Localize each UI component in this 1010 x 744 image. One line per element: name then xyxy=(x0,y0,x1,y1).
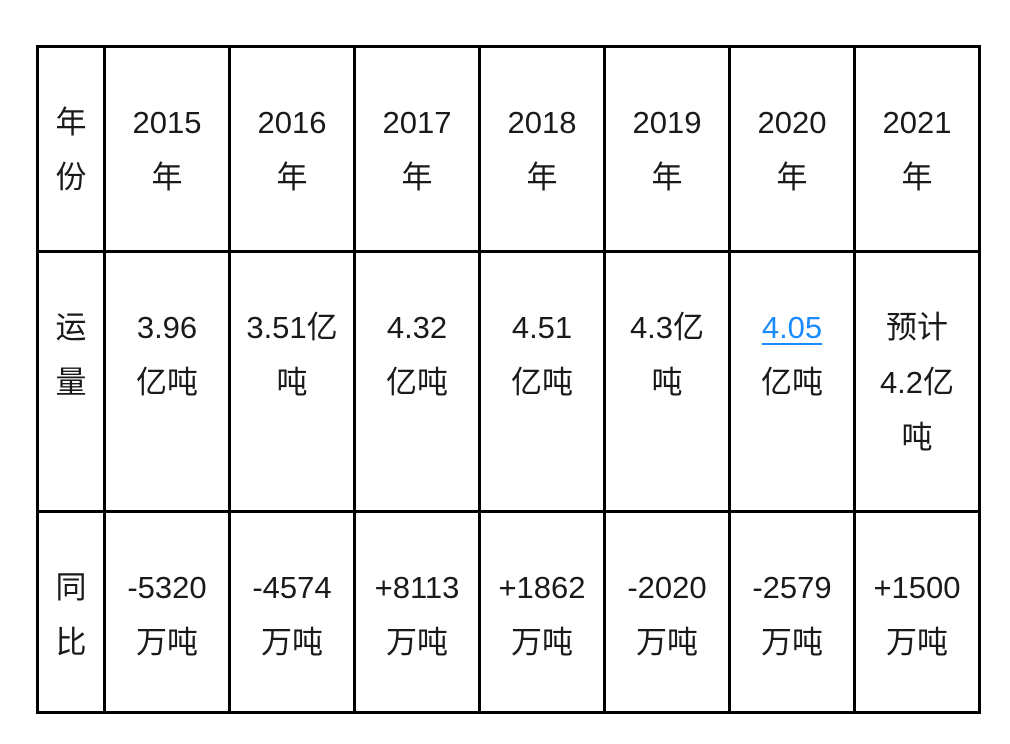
volume-2020-link[interactable]: 4.05 xyxy=(761,310,823,345)
cell-line: 2020 xyxy=(757,105,827,140)
cell-line: 吨 xyxy=(276,365,308,400)
cell-line: 2017 xyxy=(382,105,452,140)
cell-line: 4.05 xyxy=(733,300,851,355)
cell-line: 年 xyxy=(276,160,308,195)
cell-line: 亿吨 xyxy=(386,365,448,400)
cell-line: 2019 xyxy=(632,105,702,140)
freight-data-table: 年份 2015 年 2016 年 2017 年 2018 年 2019 年 2020 年 2021 年运量 3… xyxy=(36,45,981,714)
row-header-yoy: 同比 xyxy=(36,510,106,714)
cell-line: 3.51亿 xyxy=(246,310,338,345)
yoy-cell-2019: -2020 万吨 xyxy=(603,510,731,714)
cell-line: 吨 xyxy=(651,365,683,400)
yoy-cell-2016: -4574 万吨 xyxy=(228,510,356,714)
volume-cell-2019: 4.3亿吨 xyxy=(603,250,731,513)
volume-cell-2015: 3.96 亿吨 xyxy=(103,250,231,513)
row-header-line: 年 xyxy=(55,105,87,140)
cell-line: 亿吨 xyxy=(136,365,198,400)
cell-line: 2018 xyxy=(507,105,577,140)
cell-line: 2016 xyxy=(257,105,327,140)
table-row-yoy: 同比 -5320 万吨 -4574 万吨 +8113 万吨 +1862 万吨 -2020 万吨 -25… xyxy=(36,510,981,714)
cell-line: -2020 xyxy=(627,570,707,605)
cell-line: 年 xyxy=(651,160,683,195)
cell-line: -5320 xyxy=(127,570,207,605)
cell-line: 3.96 xyxy=(136,310,198,345)
cell-line: 年 xyxy=(151,160,183,195)
volume-cell-2017: 4.32 亿吨 xyxy=(353,250,481,513)
cell-line: 亿吨 xyxy=(511,365,573,400)
cell-line: 万吨 xyxy=(886,625,948,660)
row-header-line: 份 xyxy=(55,160,87,195)
volume-cell-2018: 4.51 亿吨 xyxy=(478,250,606,513)
volume-cell-2020: 4.05 亿吨 xyxy=(728,250,856,513)
cell-line: 年 xyxy=(901,160,933,195)
cell-line: 4.51 xyxy=(511,310,573,345)
cell-line: -2579 xyxy=(752,570,832,605)
row-header-line: 运 xyxy=(55,310,87,345)
freight-table-container: 年份 2015 年 2016 年 2017 年 2018 年 2019 年 2020 年 2021 年运量 3… xyxy=(36,45,981,714)
cell-line: 亿吨 xyxy=(761,365,823,400)
year-cell-2018: 2018 年 xyxy=(478,45,606,253)
row-header-year: 年份 xyxy=(36,45,106,253)
year-cell-2015: 2015 年 xyxy=(103,45,231,253)
cell-line: 万吨 xyxy=(261,625,323,660)
cell-line: 4.2亿 xyxy=(879,365,955,400)
cell-line: 2021 xyxy=(882,105,952,140)
cell-line: 4.32 xyxy=(386,310,448,345)
year-cell-2019: 2019 年 xyxy=(603,45,731,253)
cell-line: -4574 xyxy=(252,570,332,605)
row-header-line: 比 xyxy=(55,625,87,660)
yoy-cell-2015: -5320 万吨 xyxy=(103,510,231,714)
row-header-volume: 运量 xyxy=(36,250,106,513)
table-row-year: 年份 2015 年 2016 年 2017 年 2018 年 2019 年 2020 年 2021 年 xyxy=(36,45,981,253)
cell-line: 4.3亿 xyxy=(629,310,705,345)
row-header-line: 量 xyxy=(55,365,87,400)
cell-line: 万吨 xyxy=(386,625,448,660)
cell-line: +8113 xyxy=(374,570,460,605)
yoy-cell-2018: +1862 万吨 xyxy=(478,510,606,714)
year-cell-2021: 2021 年 xyxy=(853,45,981,253)
cell-line: 吨 xyxy=(901,420,933,455)
cell-line: 2015 xyxy=(132,105,202,140)
yoy-cell-2021: +1500 万吨 xyxy=(853,510,981,714)
year-cell-2017: 2017 年 xyxy=(353,45,481,253)
cell-line: +1500 xyxy=(873,570,961,605)
cell-line: 预计 xyxy=(886,310,948,345)
yoy-cell-2017: +8113 万吨 xyxy=(353,510,481,714)
cell-line: 万吨 xyxy=(511,625,573,660)
volume-cell-2021: 预计 4.2亿吨 xyxy=(853,250,981,513)
cell-line: 万吨 xyxy=(136,625,198,660)
year-cell-2016: 2016 年 xyxy=(228,45,356,253)
cell-line: 万吨 xyxy=(761,625,823,660)
yoy-cell-2020: -2579 万吨 xyxy=(728,510,856,714)
data-table-body: 年份 2015 年 2016 年 2017 年 2018 年 2019 年 2020 年 2021 年运量 3… xyxy=(36,45,981,714)
cell-line: 年 xyxy=(526,160,558,195)
row-header-line: 同 xyxy=(55,570,87,605)
cell-line: 年 xyxy=(401,160,433,195)
table-row-volume: 运量 3.96 亿吨 3.51亿吨 4.32 亿吨 4.51 亿吨 4.3亿吨 4.05 亿吨 预计 4… xyxy=(36,250,981,513)
volume-cell-2016: 3.51亿吨 xyxy=(228,250,356,513)
cell-line: 年 xyxy=(776,160,808,195)
cell-line: 万吨 xyxy=(636,625,698,660)
cell-line: +1862 xyxy=(498,570,586,605)
year-cell-2020: 2020 年 xyxy=(728,45,856,253)
